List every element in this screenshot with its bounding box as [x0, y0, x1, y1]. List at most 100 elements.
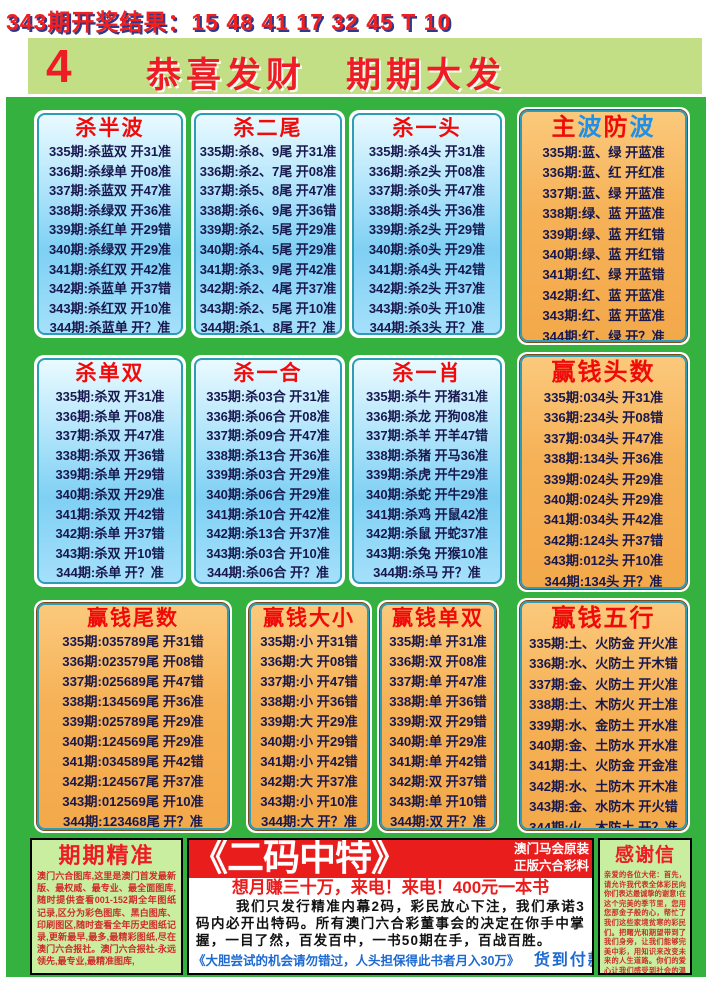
prediction-row: 338期:绿、蓝 开蓝准: [542, 206, 665, 222]
prediction-row: 340期:杀蛇 开牛29准: [365, 486, 489, 502]
accuracy-promo-title: 期期精准: [58, 843, 155, 868]
prediction-row: 336期:蓝、红 开红准: [542, 165, 665, 181]
prediction-row: 339期:杀03合 开29准: [206, 467, 330, 483]
prediction-row: 336期:023579尾 开08错: [62, 654, 204, 669]
panel-kill-one-zodiac: 杀一肖 335期:杀牛 开猪31准 336期:杀龙 开狗08准 337期:杀羊 开羊…: [349, 355, 505, 587]
prediction-row: 340期:杀绿双 开29准: [48, 241, 172, 257]
ad-title-band: 《二码中特》 澳门马会原装 正版六合彩料: [189, 840, 592, 878]
ad-payment-method: 货到付款: [533, 952, 592, 969]
prediction-row: 343期:金、水防木 开火错: [529, 799, 678, 815]
prediction-row: 337期:杀羊 开羊47错: [365, 428, 489, 444]
prediction-row: 337期:小 开47错: [260, 674, 358, 689]
prediction-row: 338期:土、木防火 开土准: [529, 697, 678, 713]
prediction-row: 338期:杀双 开36错: [55, 447, 165, 463]
prediction-row: 336期:杀绿单 开08准: [48, 163, 172, 179]
prediction-row: 339期:杀红单 开29错: [48, 222, 172, 238]
prediction-row: 337期:杀09合 开47准: [206, 428, 330, 444]
prediction-row: 338期:杀4头 开36准: [368, 202, 486, 218]
prediction-row: 335期:杀4头 开31准: [368, 144, 486, 159]
prediction-row: 344期:火、木防土 开？准: [529, 819, 678, 830]
prediction-row: 336期:杀单 开08准: [55, 408, 165, 424]
prediction-row: 341期:单 开42错: [389, 754, 487, 769]
prediction-row: 335期:杀8、9尾 开31准: [199, 144, 337, 159]
prediction-row: 341期:杀10合 开42准: [206, 506, 330, 522]
prediction-row: 342期:大 开37准: [260, 774, 358, 789]
title-char: 波: [577, 114, 604, 141]
prediction-row: 343期:012569尾 开10准: [62, 794, 204, 809]
prediction-row: 339期:大 开29准: [260, 714, 358, 729]
panel-title: 赢钱五行: [551, 605, 656, 632]
prediction-row: 336期:双 开08准: [389, 654, 487, 669]
prediction-row: 335期:035789尾 开31错: [62, 634, 204, 649]
prediction-row: 335期:034头 开31准: [543, 390, 664, 405]
prediction-row: 340期:小 开29错: [260, 734, 358, 749]
thank-you-letter-title: 感谢信: [614, 845, 675, 866]
prediction-row: 344期:杀马 开？准: [373, 565, 481, 581]
panel-main-wave-guard: 主波防波 335期:蓝、绿 开蓝准 336期:蓝、红 开红准 337期:蓝、绿 开蓝…: [517, 107, 690, 345]
prediction-row: 341期:杀3、9尾 开42准: [199, 261, 337, 277]
title-char: 波: [629, 114, 656, 141]
thank-you-letter-panel: 感谢信 亲爱的各位大佬：首先，请允许我代表全体彩民向你们表达最诚挚的谢意!在这个…: [598, 838, 692, 975]
ad-title: 《二码中特》: [191, 838, 408, 878]
prediction-rows: 335期:杀双 开31准 336期:杀单 开08准 337期:杀双 开47准 338期…: [39, 387, 181, 582]
prediction-rows: 335期:035789尾 开31错 336期:023579尾 开08错 337期:0…: [39, 632, 227, 829]
prediction-row: 336期:大 开08错: [260, 654, 358, 669]
panel-title: 赢钱单双: [392, 607, 484, 630]
prediction-row: 338期:杀绿双 开36准: [48, 202, 172, 218]
prediction-row: 344期:红、绿 开？准: [542, 328, 665, 342]
prediction-row: 341期:土、火防金 开金准: [529, 758, 678, 774]
prediction-row: 335期:杀牛 开猪31准: [365, 389, 489, 404]
prediction-row: 338期:杀猪 开马36准: [365, 447, 489, 463]
prediction-row: 341期:红、绿 开蓝错: [542, 267, 665, 283]
prediction-row: 342期:124头 开37错: [543, 532, 664, 548]
prediction-row: 337期:杀5、8尾 开47准: [199, 183, 337, 199]
ad-promise: 《大胆尝试的机会请勿错过，人头担保得此书者月入30万》: [193, 954, 520, 968]
prediction-row: 343期:单 开10错: [389, 794, 487, 809]
panel-title: 杀一头: [392, 117, 462, 140]
prediction-rows: 335期:杀4头 开31准 336期:杀2头 开08准 337期:杀0头 开47准 3…: [354, 142, 500, 333]
ad-side-note-line1: 澳门马会原装: [513, 842, 589, 856]
prediction-row: 339期:杀2、5尾 开29准: [199, 222, 337, 238]
prediction-row: 336期:杀龙 开狗08准: [365, 408, 489, 424]
prediction-row: 342期:杀蓝单 开37错: [48, 281, 172, 297]
ad-side-note-line2: 正版六合彩料: [513, 859, 589, 873]
prediction-row: 335期:小 开31错: [260, 634, 358, 649]
prediction-row: 340期:杀06合 开29准: [206, 486, 330, 502]
prediction-row: 341期:小 开42错: [260, 754, 358, 769]
prediction-row: 342期:杀2、4尾 开37准: [199, 281, 337, 297]
prediction-row: 342期:杀2头 开37准: [368, 281, 486, 297]
draw-result-line: 343期开奖结果：15 48 41 17 32 45 T 10: [6, 9, 452, 35]
prediction-row: 339期:杀虎 开牛29准: [365, 467, 489, 483]
panel-title: 主波防波: [522, 113, 685, 143]
title-char: 防: [603, 114, 630, 141]
banner: 4 恭喜发财 期期大发: [26, 36, 704, 96]
prediction-row: 336期:水、火防土 开木错: [529, 656, 678, 672]
prediction-row: 338期:单 开36错: [389, 694, 487, 709]
panel-title: 杀二尾: [233, 117, 303, 140]
prediction-rows: 335期:034头 开31准 336期:234头 开08错 337期:034头 开4…: [522, 388, 685, 587]
prediction-row: 342期:杀鼠 开蛇37准: [365, 526, 489, 542]
prediction-row: 339期:杀2头 开29错: [368, 222, 486, 238]
panel-win-heads: 赢钱头数 335期:034头 开31准 336期:234头 开08错 337期:03…: [517, 352, 690, 592]
prediction-row: 344期:杀蓝单 开？准: [49, 320, 171, 335]
prediction-rows: 335期:单 开31准 336期:双 开08准 337期:单 开47准 338期:单 …: [382, 632, 494, 828]
prediction-row: 337期:杀0头 开47准: [368, 183, 486, 199]
prediction-row: 335期:土、火防金 开火准: [529, 636, 678, 651]
prediction-row: 339期:杀单 开29错: [55, 467, 165, 483]
panel-title: 赢钱大小: [263, 607, 355, 630]
panel-win-tails: 赢钱尾数 335期:035789尾 开31错 336期:023579尾 开08错 3…: [34, 600, 232, 833]
prediction-row: 341期:034589尾 开42错: [62, 754, 204, 769]
panel-title: 赢钱尾数: [87, 607, 179, 630]
prediction-row: 339期:024头 开29准: [543, 471, 664, 487]
prediction-row: 343期:小 开10准: [260, 794, 358, 809]
prediction-row: 337期:025689尾 开47错: [62, 674, 204, 689]
prediction-row: 337期:杀双 开47准: [55, 428, 165, 444]
prediction-row: 340期:024头 开29准: [543, 492, 664, 508]
prediction-row: 336期:杀2、7尾 开08准: [199, 163, 337, 179]
prediction-row: 343期:杀0头 开10准: [368, 300, 486, 316]
prediction-row: 335期:单 开31准: [389, 634, 487, 649]
prediction-row: 344期:123468尾 开？准: [62, 814, 203, 829]
prediction-rows: 335期:蓝、绿 开蓝准 336期:蓝、红 开红准 337期:蓝、绿 开蓝准 338期…: [522, 143, 685, 342]
prediction-row: 343期:杀红双 开10准: [48, 300, 172, 316]
ad-body: 我们只发行精准内幕2码，彩民放心下注，我们承诺3码内必开出特码。所有澳门六合彩董…: [196, 899, 585, 948]
